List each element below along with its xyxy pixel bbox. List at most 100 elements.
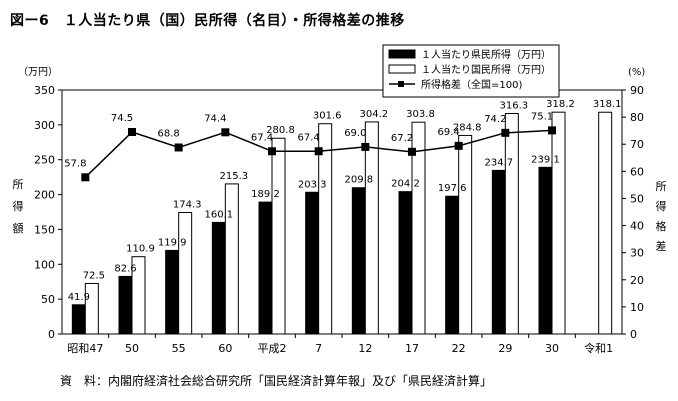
right-axis-title-char: 所 [656,180,667,193]
national-income-bar [551,111,566,335]
income-gap-marker [221,128,230,137]
prefectural-income-bar [398,191,413,335]
right-axis-title-char: 格 [656,219,667,233]
national-income-value-label: 318.1 [593,99,622,110]
x-tick-label: 50 [125,342,139,355]
income-gap-value-label: 57.8 [64,158,86,169]
national-income-bar [364,121,379,335]
right-axis-unit: (%) [628,67,645,78]
left-axis-title-char: 額 [13,222,24,235]
income-gap-marker [174,143,183,152]
left-axis-tick-label: 150 [34,223,55,236]
national-income-bar [411,121,426,335]
prefectural-income-value-label: 209.8 [345,175,374,186]
national-income-bar [84,282,99,335]
prefectural-income-value-label: 234.7 [485,157,514,168]
right-axis-tick-label: 10 [630,301,644,314]
x-tick-label: 12 [358,342,372,355]
income-gap-value-label: 67.4 [298,132,320,143]
national-income-bar [224,183,239,335]
right-axis-title-char: 差 [656,239,667,253]
left-axis-tick-label: 100 [34,258,55,271]
national-income-bar [504,112,519,335]
income-gap-marker [548,126,556,135]
legend-swatch-prefectural [388,49,416,59]
legend: １人当たり県民所得（万円） １人当たり国民所得（万円） 所得格差（全国=100) [382,44,560,98]
bars-group [71,111,613,335]
prefectural-income-value-label: 189.2 [251,189,280,200]
right-axis-tick-label: 0 [630,328,637,341]
prefectural-income-value-label: 119.9 [158,237,187,248]
right-axis-tick-label: 90 [630,84,644,97]
prefectural-income-value-label: 41.9 [68,292,90,303]
income-gap-value-label: 67.4 [251,132,273,143]
figure-title: 図ー6 １人当たり県（国）民所得（名目）・所得格差の推移 [10,13,405,29]
right-axis-tick-label: 70 [630,138,644,151]
left-axis-title-char: 得 [13,200,24,213]
national-income-value-label: 215.3 [220,171,249,182]
income-gap-value-label: 69.0 [344,128,366,139]
x-tick-label: 22 [452,342,466,355]
income-gap-marker [501,128,510,137]
national-income-value-label: 316.3 [500,100,529,111]
legend-label: 所得格差（全国=100) [421,78,522,91]
left-axis-tick-label: 200 [34,189,55,202]
prefectural-income-bar [538,166,553,335]
right-axis-tick-label: 50 [630,192,644,205]
x-tick-label: 55 [172,342,186,355]
prefectural-income-value-label: 239.1 [531,154,560,165]
left-axis-tick-label: 250 [34,154,55,167]
plot-frame [61,89,623,335]
prefectural-income-bar [305,191,320,335]
income-gap-marker [408,147,416,156]
income-gap-marker [81,173,90,182]
x-tick-label: 60 [218,342,232,355]
national-income-bar [178,211,193,335]
national-income-bar [318,123,333,335]
national-income-value-label: 284.8 [453,122,482,133]
income-gap-marker [128,128,136,137]
income-gap-marker [314,147,323,156]
national-income-value-label: 174.3 [173,199,202,210]
legend-swatch-national [388,64,416,74]
income-gap-value-label: 68.8 [158,128,180,139]
national-income-bar [458,134,473,335]
right-axis-tick-label: 60 [630,165,644,178]
prefectural-income-value-label: 204.2 [391,179,420,190]
data-labels-group: 41.9 72.5 57.8 82.6 110.9 74.5 119.9 174.3 68.8 1… [64,99,621,303]
income-gap-marker [361,142,370,151]
prefectural-income-bar [491,169,506,335]
x-tick-label: 平成2 [258,342,287,355]
income-gap-value-label: 74.5 [111,113,133,124]
national-income-value-label: 280.8 [266,125,295,136]
legend-label: １人当たり国民所得（万円） [421,63,551,76]
right-axis-tick-label: 20 [630,274,644,287]
national-income-bar [131,256,146,335]
source-note: 資 料：内閣府経済社会総合研究所「国民経済計算年報」及び「県民経済計算」 [60,374,493,388]
national-income-value-label: 301.6 [313,111,342,122]
income-gap-value-label: 74.4 [204,113,226,124]
x-tick-label: 30 [545,342,559,355]
legend-swatch-gap-marker [398,81,404,87]
national-income-value-label: 304.2 [360,109,389,120]
x-tick-label: 17 [405,342,419,355]
income-gap-value-label: 75.1 [531,111,553,122]
left-axis-title-char: 所 [13,178,24,191]
income-gap-line-group [81,126,556,182]
x-tick-label: 29 [498,342,512,355]
x-tick-label: 令和1 [584,341,613,355]
prefectural-income-value-label: 197.6 [438,183,467,194]
income-gap-marker [268,147,276,156]
prefectural-income-value-label: 160.1 [205,209,234,220]
prefectural-income-value-label: 82.6 [114,263,136,274]
national-income-bar [598,111,613,335]
left-axis-tick-label: 0 [48,328,55,341]
national-income-value-label: 318.2 [546,99,575,110]
prefectural-income-bar [71,304,86,335]
prefectural-income-value-label: 203.3 [298,179,327,190]
income-gap-value-label: 74.2 [484,114,506,125]
prefectural-income-bar [445,195,460,335]
prefectural-income-bar [211,221,226,335]
right-axis-tick-label: 30 [630,247,644,260]
